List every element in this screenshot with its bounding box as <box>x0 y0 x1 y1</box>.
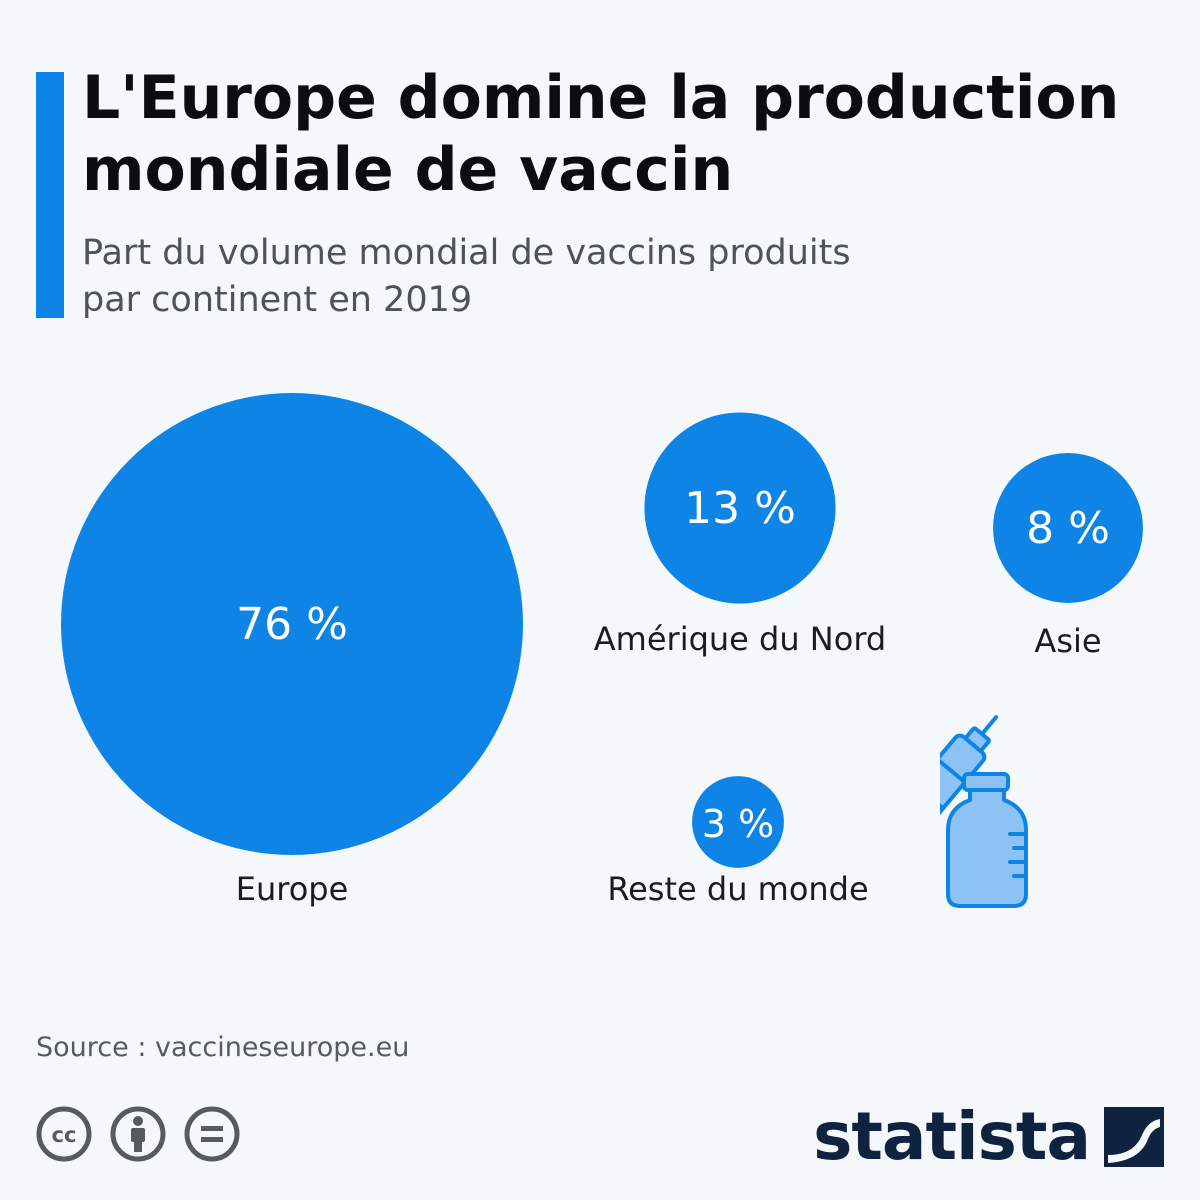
bubble-chart: 76 % Europe 13 % Amérique du Nord 8 % Asie 3 %… <box>61 393 1143 908</box>
value-label: 13 % <box>684 483 796 534</box>
license-icons: cc <box>36 1106 240 1162</box>
no-derivatives-icon[interactable] <box>184 1106 240 1162</box>
bubble-2 <box>993 453 1143 603</box>
vaccine-vial-syringe-icon <box>940 715 1028 908</box>
svg-text:cc: cc <box>52 1123 77 1147</box>
category-label: Reste du monde <box>607 870 868 908</box>
bubble-3 <box>692 776 784 868</box>
source-note: Source : vaccineseurope.eu <box>36 1032 410 1063</box>
value-label: 3 % <box>702 802 774 846</box>
page-title: L'Europe domine la production mondiale d… <box>82 63 1120 205</box>
category-label: Amérique du Nord <box>594 620 886 658</box>
value-label: 76 % <box>236 599 348 650</box>
brand-name: statista <box>813 1098 1091 1175</box>
statista-logo-icon <box>1104 1106 1164 1167</box>
brand: statista <box>813 1098 1164 1175</box>
attribution-icon[interactable] <box>110 1106 166 1162</box>
bubble-0 <box>61 393 523 855</box>
accent-bar <box>36 72 64 318</box>
cc-icon[interactable]: cc <box>36 1106 92 1162</box>
category-label: Europe <box>236 870 349 908</box>
bubble-1 <box>644 412 836 604</box>
category-label: Asie <box>1034 622 1101 660</box>
page-subtitle: Part du volume mondial de vaccins produi… <box>82 233 851 321</box>
value-label: 8 % <box>1026 503 1110 554</box>
